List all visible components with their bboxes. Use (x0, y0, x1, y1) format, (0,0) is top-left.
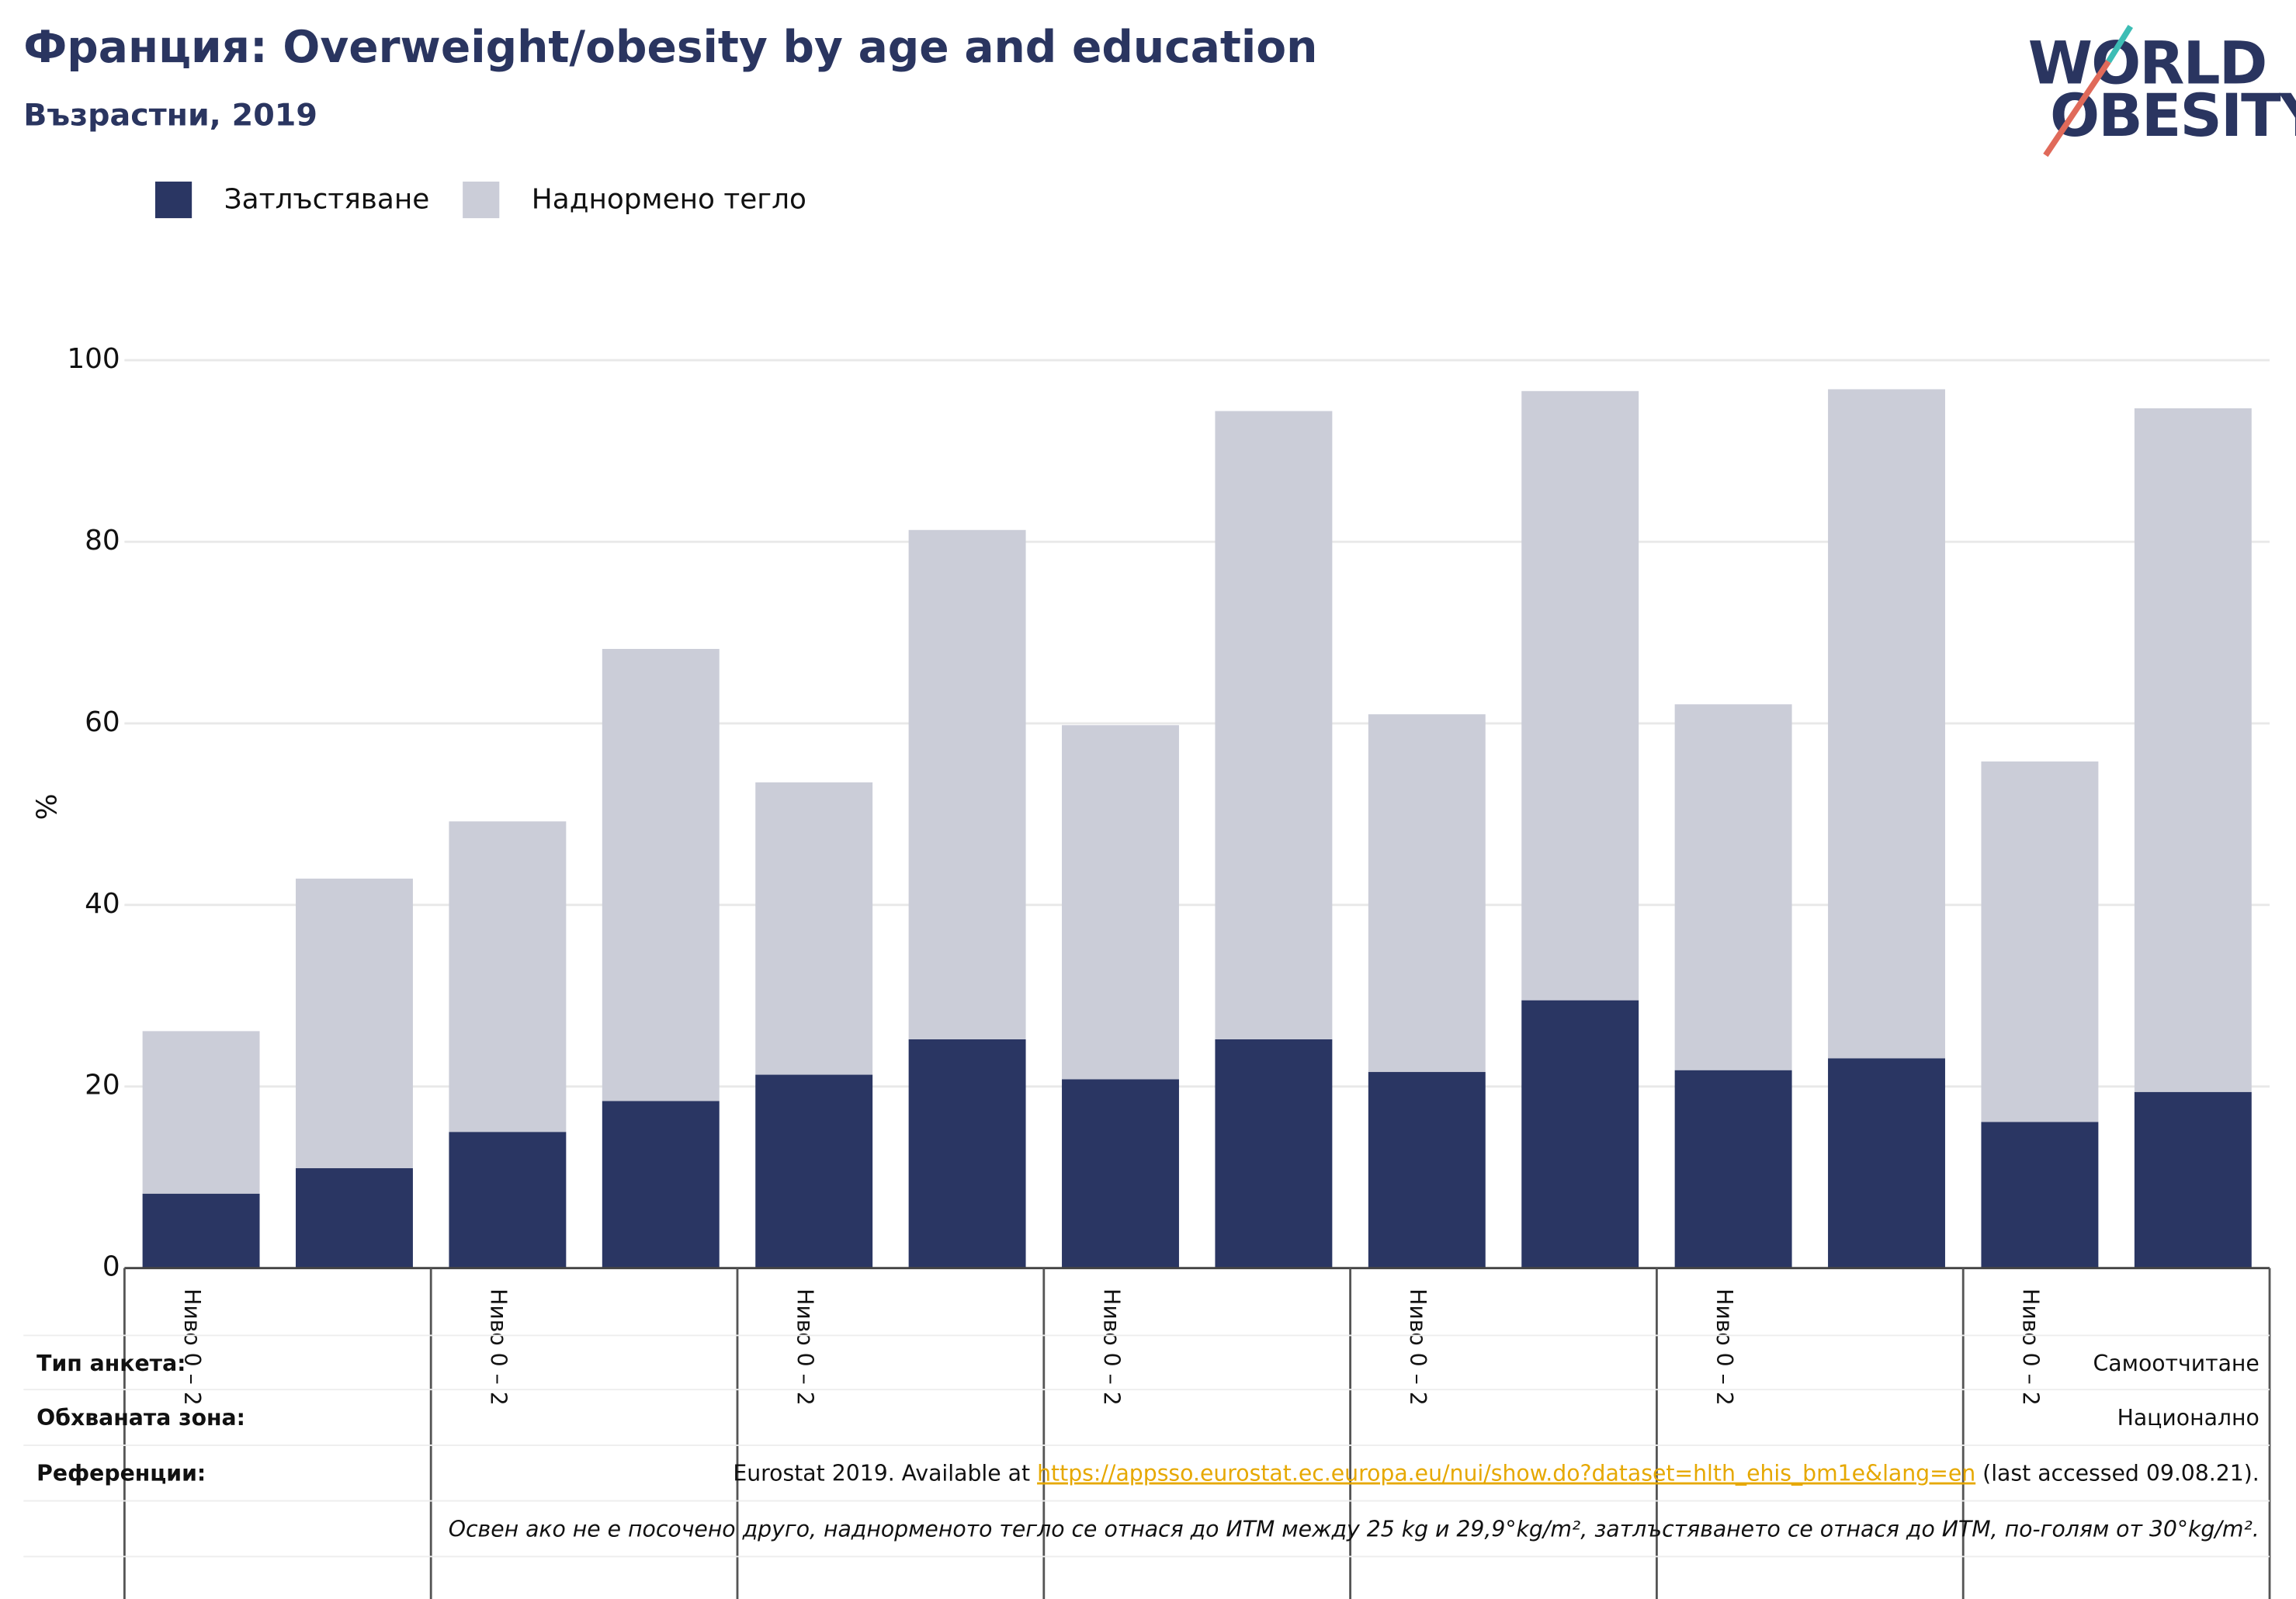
logo-line: OBESITY (2050, 82, 2296, 150)
logo-slash (2043, 60, 2111, 158)
bar-segment (449, 821, 567, 1132)
bar-segment (142, 1031, 260, 1194)
bar-segment (908, 1039, 1026, 1268)
y-tick-label: 0 (102, 1251, 120, 1283)
x-tick-label: Ниво 0 – 2 (179, 1289, 205, 1406)
x-tick-label: Ниво 0 – 2 (486, 1289, 512, 1406)
bar-segment (1981, 1122, 2099, 1268)
bar-segment (1981, 761, 2099, 1122)
table-label: Референции: (36, 1461, 206, 1486)
bar-segment (1828, 389, 1945, 1059)
y-tick-label: 40 (85, 888, 120, 920)
x-tick-label: Ниво 0 – 2 (1405, 1289, 1431, 1406)
bar-segment (2134, 1091, 2252, 1268)
x-tick-label: Ниво 0 – 2 (1712, 1289, 1737, 1406)
bar-segment (1062, 725, 1179, 1080)
bar-segment (755, 782, 873, 1075)
bar-segment (296, 878, 413, 1169)
bar-segment (1828, 1058, 1945, 1268)
legend-swatch (154, 181, 192, 219)
logo-slash (2106, 24, 2134, 64)
bar-segment (142, 1193, 260, 1268)
table-label: Тип анкета: (36, 1351, 186, 1376)
bar-segment (1368, 714, 1486, 1073)
bar-segment (1521, 1000, 1639, 1268)
chart-subtitle: Възрастни, 2019 (23, 97, 317, 133)
table-value: Национално (2117, 1405, 2260, 1431)
bar-segment (449, 1132, 567, 1268)
y-axis-label: % (31, 793, 63, 820)
table-label: Обхваната зона: (36, 1405, 245, 1431)
bar-segment (296, 1168, 413, 1268)
y-tick-label: 60 (85, 706, 120, 738)
bar-segment (1674, 704, 1792, 1070)
logo: WORLD OBESITY (2028, 24, 2296, 158)
table: Тип анкета: Самоотчитане Обхваната зона:… (23, 1334, 2270, 1558)
chart-title: Франция: Overweight/obesity by age and e… (23, 22, 1317, 73)
bar-segment (1368, 1072, 1486, 1268)
bar-segment (602, 1101, 720, 1268)
y-tick-label: 80 (85, 525, 120, 557)
bar-segment (1062, 1079, 1179, 1268)
bar-segment (2134, 408, 2252, 1092)
x-tick-label: Ниво 0 – 2 (792, 1289, 817, 1406)
legend-label: Наднормено тегло (532, 183, 806, 215)
table-value: Самоотчитане (2093, 1351, 2260, 1376)
logo-line: WORLD (2028, 29, 2267, 97)
bar-segment (1215, 411, 1333, 1039)
table-value: Eurostat 2019. Available at https://apps… (733, 1461, 2259, 1486)
bar-segment (1215, 1039, 1333, 1268)
bar-segment (908, 529, 1026, 1039)
y-tick-label: 100 (67, 343, 120, 375)
legend-swatch (463, 181, 500, 219)
legend-label: Затлъстяване (224, 183, 430, 215)
bar-segment (1674, 1070, 1792, 1268)
ref-link[interactable]: https://appsso.eurostat.ec.europa.eu/nui… (1037, 1461, 1975, 1486)
note: Освен ако не е посочено друго, наднормен… (449, 1516, 2260, 1542)
x-tick-label: Ниво 0 – 2 (1098, 1289, 1124, 1406)
bar-segment (1521, 390, 1639, 1001)
ref-text: (last accessed 09.08.21). (1975, 1461, 2260, 1486)
y-tick-label: 20 (85, 1070, 120, 1101)
x-tick-label: Ниво 0 – 2 (2018, 1289, 2044, 1406)
bar-segment (755, 1074, 873, 1268)
ref-text: Eurostat 2019. Available at (733, 1461, 1037, 1486)
bar-segment (602, 648, 720, 1101)
